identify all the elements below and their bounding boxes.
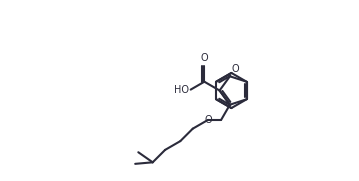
Text: O: O bbox=[204, 115, 212, 125]
Text: HO: HO bbox=[174, 85, 189, 95]
Text: O: O bbox=[201, 53, 208, 63]
Text: O: O bbox=[232, 64, 239, 74]
